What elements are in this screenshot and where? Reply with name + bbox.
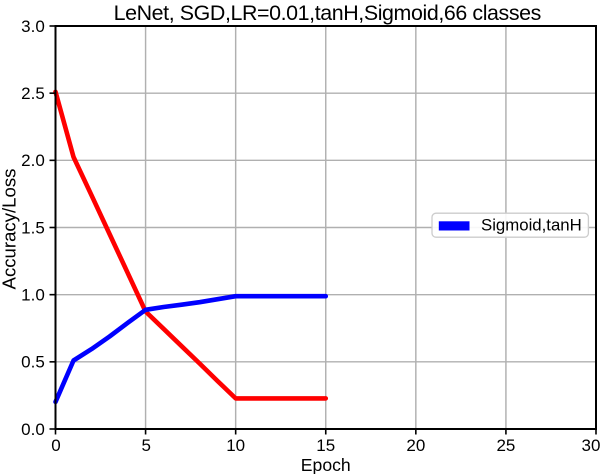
- svg-text:LeNet, SGD,LR=0.01,tanH,Sigmoi: LeNet, SGD,LR=0.01,tanH,Sigmoid,66 class…: [114, 1, 541, 25]
- svg-text:5: 5: [141, 436, 150, 455]
- svg-text:2.5: 2.5: [21, 84, 45, 103]
- svg-text:Epoch: Epoch: [301, 455, 351, 474]
- svg-text:0: 0: [51, 436, 60, 455]
- svg-text:20: 20: [406, 436, 425, 455]
- svg-text:0.5: 0.5: [21, 353, 45, 372]
- svg-text:0.0: 0.0: [21, 420, 45, 439]
- svg-text:1.0: 1.0: [21, 286, 45, 305]
- svg-text:Accuracy/Loss: Accuracy/Loss: [0, 169, 20, 290]
- svg-text:Sigmoid,tanH: Sigmoid,tanH: [481, 216, 582, 235]
- svg-text:2.0: 2.0: [21, 151, 45, 170]
- svg-text:10: 10: [226, 436, 245, 455]
- svg-text:15: 15: [316, 436, 335, 455]
- svg-text:3.0: 3.0: [21, 17, 45, 36]
- svg-text:30: 30: [582, 436, 601, 455]
- svg-text:25: 25: [496, 436, 515, 455]
- svg-text:1.5: 1.5: [21, 218, 45, 237]
